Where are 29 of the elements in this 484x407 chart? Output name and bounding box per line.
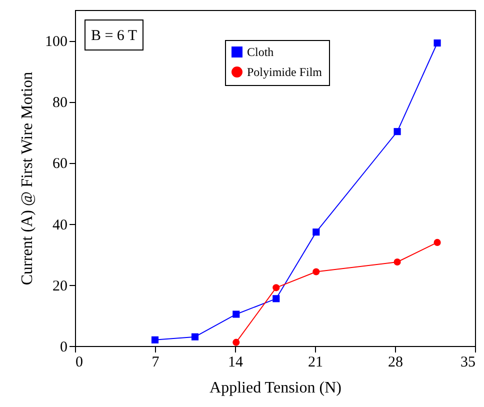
x-axis-title: Applied Tension (N) (210, 380, 342, 396)
point (394, 128, 401, 136)
x-tick-label: 14 (228, 354, 244, 370)
legend-label: Polyimide Film (247, 65, 323, 79)
x-tick-label: 21 (308, 354, 323, 370)
y-tick-label: 0 (60, 340, 68, 356)
x-tick-label: 35 (460, 354, 476, 370)
point (434, 238, 441, 246)
y-tick-label: 20 (52, 278, 68, 294)
x-tick-label: 28 (388, 354, 403, 370)
point (232, 310, 240, 318)
y-tick-label: 100 (45, 34, 68, 50)
x-tick-label: 7 (152, 354, 160, 370)
annotation: B = 6 T (90, 28, 138, 44)
point (434, 39, 441, 47)
point (272, 284, 280, 292)
y-tick-label: 40 (52, 217, 68, 234)
point (312, 268, 320, 276)
y-tick-label: 80 (52, 95, 68, 112)
point (191, 333, 199, 340)
point (272, 295, 280, 302)
point (394, 258, 401, 266)
legend-label: Cloth (247, 45, 274, 59)
point (151, 336, 159, 344)
point (232, 338, 240, 346)
x-tick-label: 0 (76, 354, 83, 370)
y-axis-title: Current (A) @ First Wire Motion (19, 72, 36, 286)
point (312, 228, 320, 236)
y-tick-label: 60 (52, 156, 68, 172)
